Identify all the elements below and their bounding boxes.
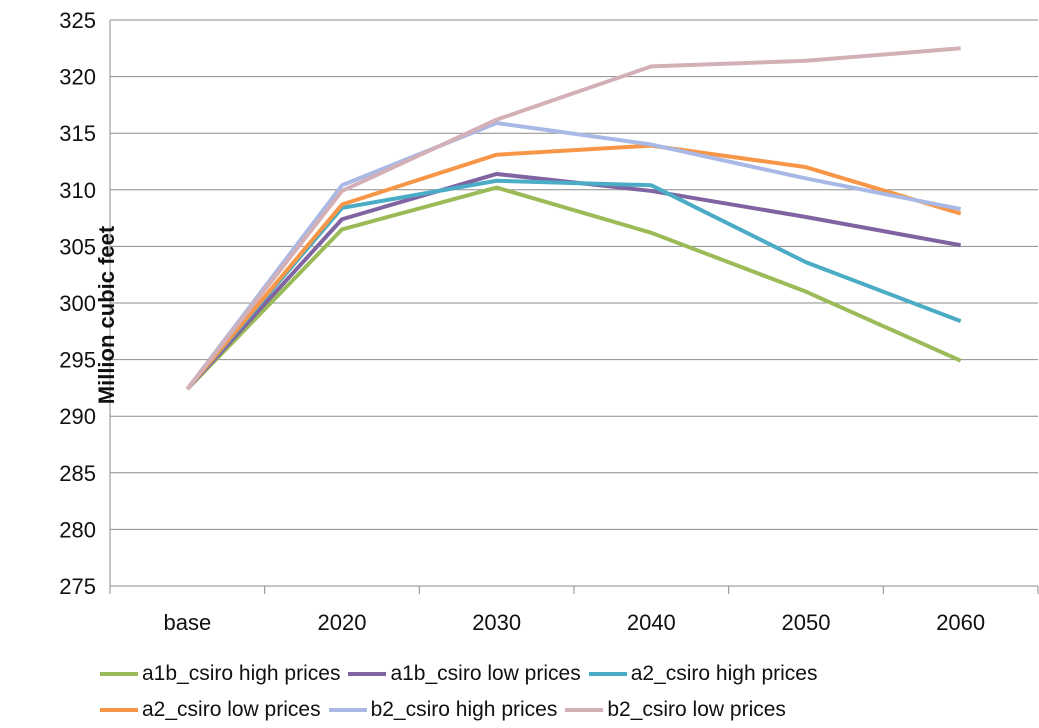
legend-label: a1b_csiro low prices xyxy=(390,662,581,685)
x-tick-label: 2050 xyxy=(782,610,831,635)
legend-label: a2_csiro low prices xyxy=(142,698,321,721)
series-lines xyxy=(185,46,962,391)
x-tick-label: 2060 xyxy=(936,610,985,635)
legend-item: a2_csiro low prices xyxy=(100,698,321,722)
legend-label: a2_csiro high prices xyxy=(630,662,818,685)
y-tick-label: 325 xyxy=(59,8,96,33)
legend-swatch xyxy=(565,708,604,712)
legend-swatch xyxy=(348,672,387,676)
y-tick-label: 295 xyxy=(59,348,96,373)
legend-row: a1b_csiro high prices a1b_csiro low price… xyxy=(100,656,1000,692)
legend-swatch xyxy=(328,708,367,712)
y-tick-label: 310 xyxy=(59,178,96,203)
series-line-b2-csiro-low-prices xyxy=(185,46,961,391)
y-tick-label: 305 xyxy=(59,234,96,259)
y-tick-label: 315 xyxy=(59,121,96,146)
legend-label: b2_csiro low prices xyxy=(607,698,786,721)
legend-item: a2_csiro high prices xyxy=(588,662,818,686)
x-tick-labels: base 2020 2030 2040 2050 2060 xyxy=(163,610,985,635)
x-tick-label: base xyxy=(163,610,211,635)
y-tick-label: 285 xyxy=(59,461,96,486)
legend-swatch xyxy=(100,672,138,676)
y-tick-labels: 275 280 285 290 295 300 305 310 315 320 325 xyxy=(59,8,96,599)
y-tick-label: 275 xyxy=(59,574,96,599)
line-chart: 275 280 285 290 295 300 305 310 315 320 325 base 20… xyxy=(59,8,1039,635)
legend-label: b2_csiro high prices xyxy=(370,698,558,721)
series-line-a1b-csiro-low-prices xyxy=(185,171,962,391)
legend-item: b2_csiro low prices xyxy=(565,698,786,722)
legend: a1b_csiro high prices a1b_csiro low price… xyxy=(100,656,1000,728)
legend-item: b2_csiro high prices xyxy=(328,698,558,722)
y-axis-label: Million cubic feet xyxy=(94,225,120,405)
series-line-b2-csiro-high-prices xyxy=(185,121,962,391)
y-tick-label: 290 xyxy=(59,404,96,429)
x-tick-label: 2020 xyxy=(318,610,367,635)
legend-row: a2_csiro low prices b2_csiro high prices b… xyxy=(100,692,1000,728)
y-tick-label: 280 xyxy=(59,517,96,542)
x-tick-label: 2030 xyxy=(472,610,521,635)
legend-item: a1b_csiro high prices xyxy=(100,662,340,686)
x-tick-label: 2040 xyxy=(627,610,676,635)
legend-swatch xyxy=(100,708,138,712)
y-tick-label: 300 xyxy=(59,291,96,316)
y-tick-label: 320 xyxy=(59,65,96,90)
legend-item: a1b_csiro low prices xyxy=(348,662,581,686)
series-line-a2-csiro-low-prices xyxy=(185,143,962,391)
legend-swatch xyxy=(588,672,627,676)
legend-label: a1b_csiro high prices xyxy=(142,662,341,685)
series-line-a1b-csiro-high-prices xyxy=(185,185,962,391)
